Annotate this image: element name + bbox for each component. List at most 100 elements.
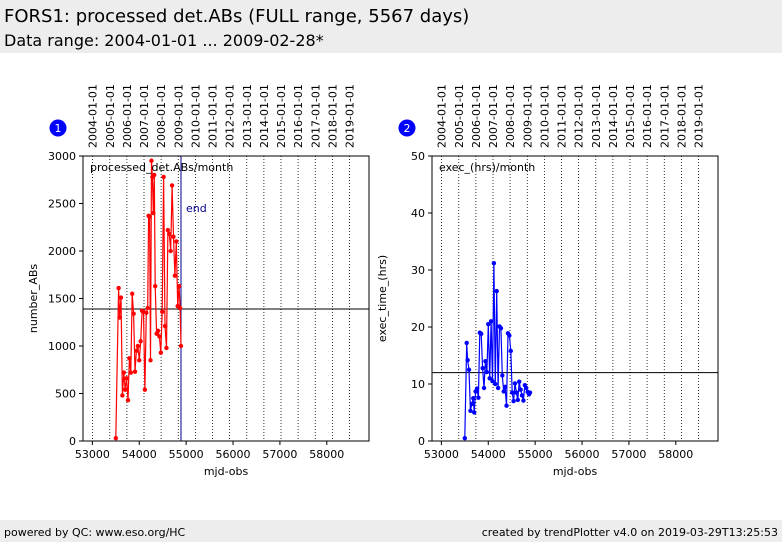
data-point bbox=[128, 370, 134, 375]
x-tick-label: 53000 bbox=[75, 448, 110, 461]
date-tick-label: 2018-01-01 bbox=[675, 84, 688, 148]
panel-number-label: 1 bbox=[55, 122, 62, 135]
data-point bbox=[484, 369, 490, 375]
data-point bbox=[514, 390, 519, 395]
y-tick-label: 30 bbox=[411, 264, 425, 277]
data-point bbox=[121, 370, 126, 375]
end-marker-label: end bbox=[186, 202, 207, 215]
y-tick-label: 1000 bbox=[48, 340, 76, 353]
date-tick-label: 2007-01-01 bbox=[138, 84, 151, 148]
date-tick-label: 2011-01-01 bbox=[206, 84, 219, 148]
data-point bbox=[502, 384, 508, 390]
data-point bbox=[474, 386, 480, 391]
report-footer: powered by QC: www.eso.org/HC created by… bbox=[0, 520, 782, 542]
chart-panel-2: 2004-01-01 2005-01-01 2006-01-01 2007-01-01… bbox=[376, 84, 719, 478]
x-tick-label: 54000 bbox=[122, 448, 157, 461]
data-point bbox=[153, 283, 158, 289]
data-point bbox=[174, 239, 179, 244]
date-tick-label: 2008-01-01 bbox=[155, 84, 168, 148]
date-tick-label: 2005-01-01 bbox=[104, 84, 117, 148]
date-tick-label: 2009-01-01 bbox=[521, 84, 534, 148]
data-point bbox=[504, 403, 509, 408]
data-point bbox=[117, 315, 122, 320]
data-point bbox=[127, 356, 132, 361]
data-point bbox=[148, 358, 153, 363]
x-tick-label: 56000 bbox=[216, 448, 251, 461]
data-point bbox=[493, 381, 498, 387]
data-point bbox=[164, 345, 169, 351]
date-tick-label: 2016-01-01 bbox=[641, 84, 654, 148]
series-label: processed_det.ABs/month bbox=[90, 161, 233, 174]
data-point bbox=[490, 378, 495, 384]
data-point bbox=[464, 340, 469, 346]
data-point bbox=[135, 343, 141, 349]
data-point bbox=[161, 174, 166, 180]
data-point bbox=[527, 390, 533, 395]
data-point bbox=[462, 435, 468, 441]
chart-panel-1: 2004-01-01 2005-01-01 2006-01-01 2007-01-01… bbox=[27, 84, 370, 478]
footer-powered-by: powered by QC: www.eso.org/HC bbox=[4, 526, 186, 539]
data-point bbox=[508, 348, 513, 354]
series-line bbox=[115, 160, 182, 439]
data-point bbox=[125, 397, 131, 403]
data-point bbox=[124, 376, 129, 381]
data-point bbox=[171, 234, 176, 239]
data-point bbox=[151, 210, 156, 216]
date-tick-label: 2007-01-01 bbox=[487, 84, 500, 148]
data-point bbox=[476, 395, 481, 400]
x-tick-label: 58000 bbox=[658, 448, 693, 461]
date-tick-label: 2010-01-01 bbox=[189, 84, 202, 148]
data-point bbox=[481, 385, 487, 391]
date-tick-label: 2017-01-01 bbox=[309, 84, 322, 148]
date-tick-label: 2015-01-01 bbox=[624, 84, 637, 148]
date-tick-label: 2016-01-01 bbox=[292, 84, 305, 148]
data-point bbox=[162, 323, 168, 329]
data-point bbox=[469, 401, 475, 407]
data-point bbox=[518, 387, 523, 392]
x-tick-label: 53000 bbox=[424, 448, 459, 461]
data-point bbox=[524, 385, 529, 391]
data-point bbox=[122, 387, 128, 392]
data-point bbox=[519, 393, 525, 398]
data-point bbox=[168, 248, 173, 254]
y-tick-label: 20 bbox=[411, 321, 425, 334]
x-tick-label: 57000 bbox=[611, 448, 646, 461]
x-tick-label: 58000 bbox=[309, 448, 344, 461]
data-point bbox=[507, 333, 512, 338]
data-point bbox=[509, 390, 515, 395]
data-point bbox=[491, 260, 497, 266]
data-point bbox=[155, 328, 161, 333]
data-point bbox=[487, 376, 492, 381]
data-point bbox=[118, 295, 124, 300]
data-point bbox=[501, 389, 506, 394]
data-point bbox=[172, 273, 178, 278]
date-tick-label: 2009-01-01 bbox=[172, 84, 185, 148]
date-tick-label: 2008-01-01 bbox=[504, 84, 517, 148]
data-point bbox=[147, 214, 152, 219]
plot-frame bbox=[82, 155, 370, 442]
data-point bbox=[498, 325, 504, 331]
data-point bbox=[471, 396, 476, 401]
x-axis-label: mjd-obs bbox=[553, 465, 598, 478]
date-tick-label: 2006-01-01 bbox=[121, 84, 134, 148]
data-point bbox=[466, 367, 472, 372]
trend-charts: 2004-01-01 2005-01-01 2006-01-01 2007-01-01… bbox=[27, 84, 719, 478]
date-tick-label: 2019-01-01 bbox=[343, 84, 356, 148]
y-tick-label: 50 bbox=[411, 150, 425, 163]
date-tick-label: 2004-01-01 bbox=[87, 84, 100, 148]
data-point bbox=[138, 339, 143, 344]
data-point bbox=[130, 291, 135, 296]
data-point bbox=[116, 285, 121, 291]
x-tick-label: 55000 bbox=[518, 448, 553, 461]
date-tick-label: 2010-01-01 bbox=[538, 84, 551, 148]
data-point bbox=[465, 357, 470, 363]
data-point bbox=[471, 410, 477, 415]
y-tick-label: 2500 bbox=[48, 198, 76, 211]
panel-number-label: 2 bbox=[404, 122, 411, 135]
y-tick-label: 10 bbox=[411, 378, 425, 391]
report-header: FORS1: processed det.ABs (FULL range, 55… bbox=[0, 0, 782, 53]
data-point bbox=[468, 408, 473, 413]
y-tick-label: 0 bbox=[418, 435, 425, 448]
x-axis-label: mjd-obs bbox=[204, 465, 249, 478]
y-tick-label: 3000 bbox=[48, 150, 76, 163]
